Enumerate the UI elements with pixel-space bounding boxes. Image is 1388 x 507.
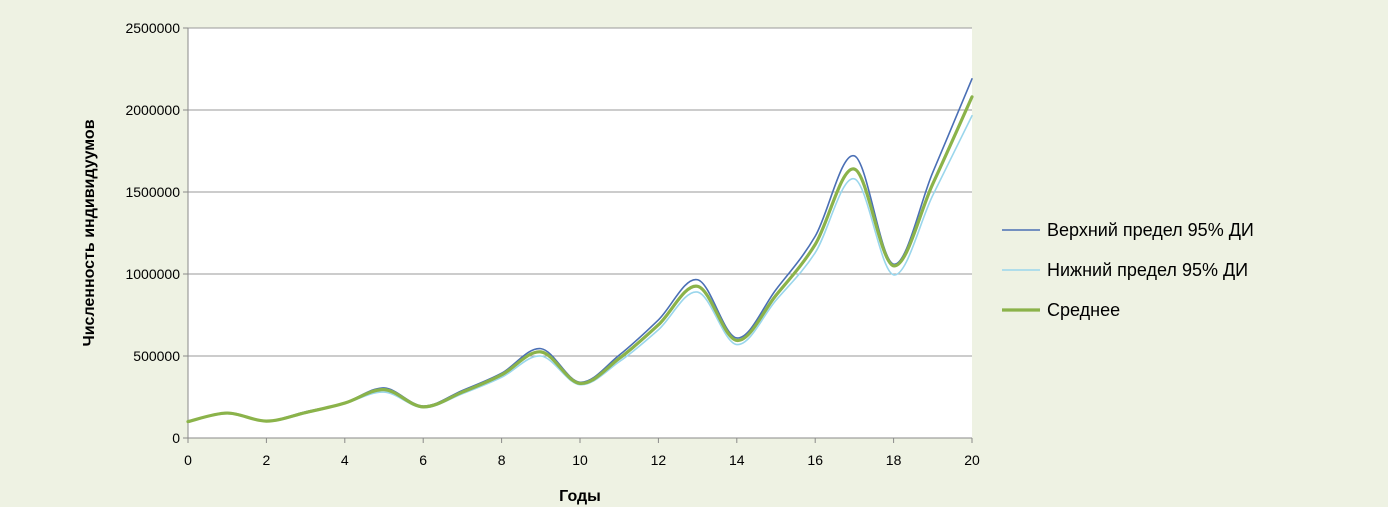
axes: 0 500000 1000000 1500000 2000000 2500000 0 2 4 6 8… bbox=[125, 20, 980, 468]
x-tick-label: 2 bbox=[263, 452, 271, 468]
x-tick-label: 20 bbox=[964, 452, 980, 468]
y-tick-label: 2500000 bbox=[125, 20, 180, 36]
x-tick-label: 4 bbox=[341, 452, 349, 468]
grid-lines bbox=[188, 27, 972, 357]
plot-background bbox=[188, 28, 972, 438]
x-tick-label: 10 bbox=[572, 452, 588, 468]
x-tick-label: 6 bbox=[419, 452, 427, 468]
x-tick-label: 18 bbox=[886, 452, 902, 468]
legend-label-3: Среднее bbox=[1047, 300, 1120, 320]
y-tick-label: 1500000 bbox=[125, 184, 180, 200]
x-tick-label: 16 bbox=[807, 452, 823, 468]
y-tick-label: 500000 bbox=[133, 348, 180, 364]
y-tick-label: 1000000 bbox=[125, 266, 180, 282]
y-tick-label: 0 bbox=[172, 430, 180, 446]
legend-label-2: Нижний предел 95% ДИ bbox=[1047, 260, 1248, 280]
y-tick-label: 2000000 bbox=[125, 102, 180, 118]
x-tick-label: 0 bbox=[184, 452, 192, 468]
legend-label-1: Верхний предел 95% ДИ bbox=[1047, 220, 1254, 240]
series-group bbox=[186, 78, 974, 424]
series-line-3 bbox=[186, 95, 974, 424]
legend: Верхний предел 95% ДИ Нижний предел 95% Д… bbox=[1002, 220, 1254, 320]
x-tick-label: 12 bbox=[651, 452, 667, 468]
x-tick-label: 14 bbox=[729, 452, 745, 468]
x-tick-label: 8 bbox=[498, 452, 506, 468]
y-axis-title: Численность индивидуумов bbox=[81, 119, 98, 346]
x-axis-title: Годы bbox=[559, 488, 601, 505]
